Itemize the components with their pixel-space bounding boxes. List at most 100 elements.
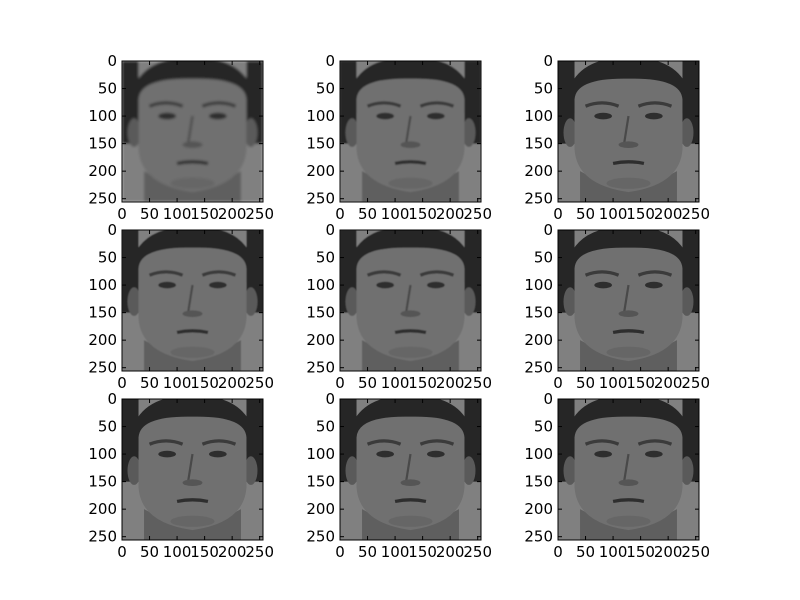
y-tick-label: 150 xyxy=(524,135,553,153)
x-tick-label: 200 xyxy=(436,374,465,392)
x-tick-label: 150 xyxy=(408,543,437,561)
axes-frame xyxy=(557,398,700,541)
y-tick-label: 200 xyxy=(524,162,553,180)
x-tick-label: 150 xyxy=(190,543,219,561)
x-tick-label: 50 xyxy=(140,374,159,392)
x-tick-label: 100 xyxy=(163,205,192,223)
y-tick-label: 50 xyxy=(316,418,335,436)
y-tick-label: 100 xyxy=(524,276,553,294)
x-tick-label: 200 xyxy=(218,374,247,392)
x-tick-label: 50 xyxy=(358,205,377,223)
x-tick-label: 50 xyxy=(576,374,595,392)
x-tick-label: 100 xyxy=(381,543,410,561)
x-tick-label: 250 xyxy=(463,543,492,561)
x-tick-label: 250 xyxy=(681,374,710,392)
y-tick-label: 200 xyxy=(524,331,553,349)
y-tick-label: 50 xyxy=(98,418,117,436)
y-tick-label: 100 xyxy=(88,107,117,125)
y-tick-label: 0 xyxy=(107,52,117,70)
y-tick-label: 200 xyxy=(88,500,117,518)
x-tick-label: 50 xyxy=(140,205,159,223)
y-tick-label: 100 xyxy=(306,107,335,125)
x-tick-label: 50 xyxy=(358,543,377,561)
axes-frame xyxy=(339,60,482,203)
y-tick-label: 150 xyxy=(88,473,117,491)
y-tick-label: 50 xyxy=(534,249,553,267)
y-tick-label: 100 xyxy=(306,276,335,294)
x-tick-label: 250 xyxy=(681,543,710,561)
x-tick-label: 0 xyxy=(553,543,563,561)
y-tick-label: 0 xyxy=(107,221,117,239)
axes-frame xyxy=(557,60,700,203)
y-tick-label: 150 xyxy=(524,304,553,322)
x-tick-label: 50 xyxy=(358,374,377,392)
face-image xyxy=(558,230,699,371)
y-tick-label: 50 xyxy=(316,80,335,98)
x-tick-label: 250 xyxy=(681,205,710,223)
y-tick-label: 200 xyxy=(306,331,335,349)
y-tick-label: 0 xyxy=(107,390,117,408)
x-tick-label: 150 xyxy=(626,205,655,223)
x-tick-label: 150 xyxy=(408,374,437,392)
x-tick-label: 0 xyxy=(553,205,563,223)
x-tick-label: 200 xyxy=(218,543,247,561)
x-tick-label: 200 xyxy=(654,205,683,223)
y-tick-label: 150 xyxy=(524,473,553,491)
y-tick-label: 200 xyxy=(88,162,117,180)
y-tick-label: 250 xyxy=(524,190,553,208)
y-tick-label: 250 xyxy=(524,359,553,377)
y-tick-label: 150 xyxy=(88,304,117,322)
face-image xyxy=(122,61,263,202)
y-tick-label: 200 xyxy=(524,500,553,518)
face-image xyxy=(122,399,263,540)
y-tick-label: 100 xyxy=(524,107,553,125)
y-tick-label: 150 xyxy=(88,135,117,153)
x-tick-label: 150 xyxy=(190,374,219,392)
x-tick-label: 0 xyxy=(117,543,127,561)
y-tick-label: 0 xyxy=(325,221,335,239)
face-image xyxy=(558,61,699,202)
axes-frame xyxy=(121,229,264,372)
y-tick-label: 250 xyxy=(88,528,117,546)
face-image xyxy=(340,61,481,202)
y-tick-label: 0 xyxy=(325,52,335,70)
x-tick-label: 250 xyxy=(245,374,274,392)
x-tick-label: 150 xyxy=(190,205,219,223)
x-tick-label: 150 xyxy=(408,205,437,223)
face-image xyxy=(340,230,481,371)
x-tick-label: 250 xyxy=(463,205,492,223)
y-tick-label: 150 xyxy=(306,473,335,491)
y-tick-label: 100 xyxy=(88,276,117,294)
axes-frame xyxy=(121,398,264,541)
axes-frame xyxy=(339,229,482,372)
y-tick-label: 0 xyxy=(543,52,553,70)
y-tick-label: 250 xyxy=(306,190,335,208)
y-tick-label: 50 xyxy=(534,80,553,98)
face-image xyxy=(122,230,263,371)
x-tick-label: 100 xyxy=(381,374,410,392)
y-tick-label: 200 xyxy=(306,500,335,518)
y-tick-label: 150 xyxy=(306,304,335,322)
y-tick-label: 100 xyxy=(88,445,117,463)
y-tick-label: 100 xyxy=(306,445,335,463)
x-tick-label: 100 xyxy=(163,543,192,561)
x-tick-label: 0 xyxy=(117,374,127,392)
y-tick-label: 0 xyxy=(543,221,553,239)
x-tick-label: 200 xyxy=(436,543,465,561)
y-tick-label: 50 xyxy=(98,249,117,267)
y-tick-label: 50 xyxy=(316,249,335,267)
